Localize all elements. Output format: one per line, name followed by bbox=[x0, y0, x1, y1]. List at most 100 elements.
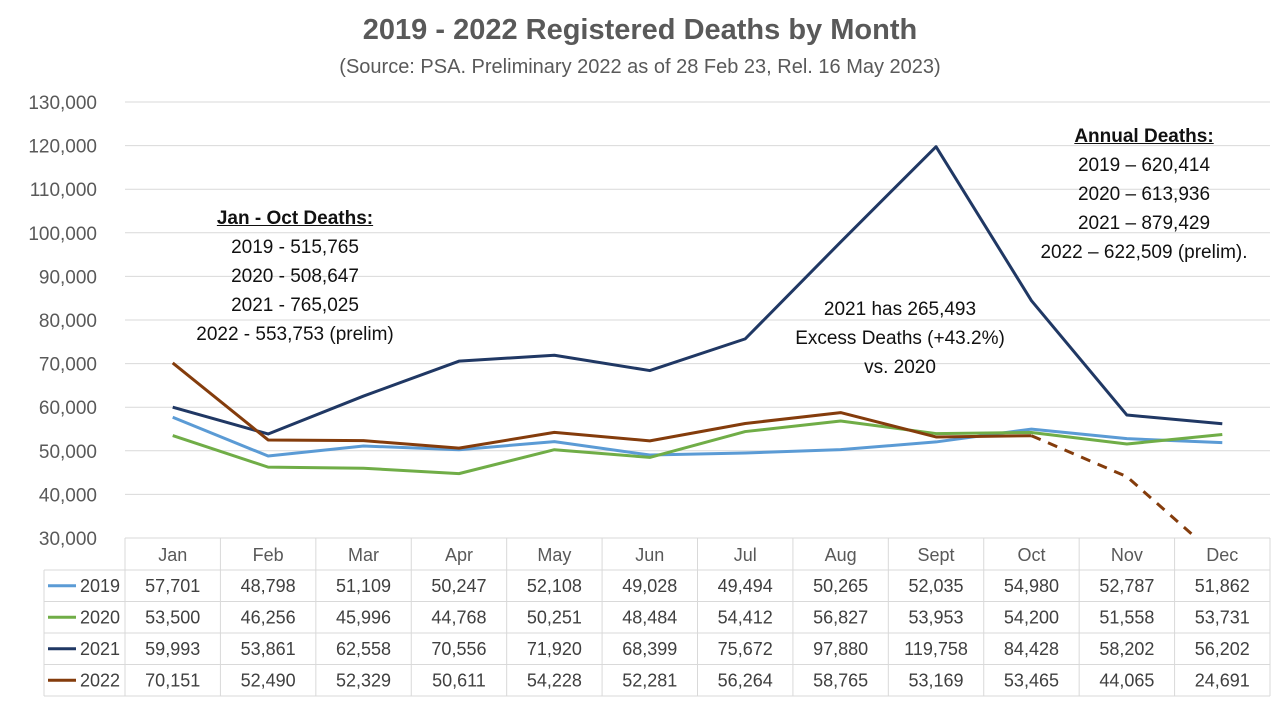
data-label: 52,490 bbox=[241, 670, 296, 690]
data-label: 53,500 bbox=[145, 607, 200, 627]
data-label: 56,264 bbox=[718, 670, 773, 690]
data-label: 44,768 bbox=[431, 607, 486, 627]
data-label: 53,953 bbox=[909, 607, 964, 627]
data-label: 57,701 bbox=[145, 576, 200, 596]
annual-line: 2021 – 879,429 bbox=[1077, 213, 1211, 234]
x-tick-label: Jul bbox=[734, 545, 757, 565]
x-tick-label: Feb bbox=[253, 545, 284, 565]
data-label: 49,028 bbox=[622, 576, 677, 596]
data-label: 54,228 bbox=[527, 670, 582, 690]
data-label: 49,494 bbox=[718, 576, 773, 596]
data-label: 54,412 bbox=[718, 607, 773, 627]
y-tick-label: 90,000 bbox=[39, 267, 97, 288]
x-tick-label: Jan bbox=[158, 545, 187, 565]
y-tick-label: 70,000 bbox=[39, 355, 97, 376]
series-name: 2020 bbox=[80, 607, 120, 627]
x-tick-label: Aug bbox=[825, 545, 857, 565]
y-tick-label: 100,000 bbox=[28, 224, 97, 245]
chart-subtitle: (Source: PSA. Preliminary 2022 as of 28 … bbox=[339, 56, 941, 78]
jan-oct-line: 2020 - 508,647 bbox=[231, 266, 359, 287]
x-tick-label: Apr bbox=[445, 545, 473, 565]
series-name: 2019 bbox=[80, 576, 120, 596]
data-label: 53,731 bbox=[1195, 607, 1250, 627]
data-label: 53,465 bbox=[1004, 670, 1059, 690]
data-label: 52,329 bbox=[336, 670, 391, 690]
data-label: 84,428 bbox=[1004, 639, 1059, 659]
data-label: 52,108 bbox=[527, 576, 582, 596]
annual-line: 2022 – 622,509 (prelim). bbox=[1040, 242, 1248, 263]
data-label: 52,035 bbox=[909, 576, 964, 596]
chart-title: 2019 - 2022 Registered Deaths by Month bbox=[362, 14, 918, 46]
jan-oct-heading: Jan - Oct Deaths: bbox=[216, 208, 374, 229]
data-label: 52,281 bbox=[622, 670, 677, 690]
x-tick-label: Nov bbox=[1111, 545, 1143, 565]
data-label: 56,827 bbox=[813, 607, 868, 627]
series-line-dashed bbox=[1030, 434, 1199, 538]
data-label: 58,202 bbox=[1099, 639, 1154, 659]
data-label: 45,996 bbox=[336, 607, 391, 627]
series-name: 2022 bbox=[80, 670, 120, 690]
data-label: 52,787 bbox=[1099, 576, 1154, 596]
y-tick-label: 130,000 bbox=[28, 93, 97, 114]
data-label: 62,558 bbox=[336, 639, 391, 659]
data-label: 70,556 bbox=[431, 639, 486, 659]
jan-oct-line: 2021 - 765,025 bbox=[231, 295, 359, 316]
data-label: 46,256 bbox=[241, 607, 296, 627]
data-label: 75,672 bbox=[718, 639, 773, 659]
data-label: 54,980 bbox=[1004, 576, 1059, 596]
data-label: 51,109 bbox=[336, 576, 391, 596]
data-label: 24,691 bbox=[1195, 670, 1250, 690]
data-label: 51,558 bbox=[1099, 607, 1154, 627]
data-label: 48,484 bbox=[622, 607, 677, 627]
data-label: 68,399 bbox=[622, 639, 677, 659]
y-tick-label: 60,000 bbox=[39, 398, 97, 419]
data-label: 44,065 bbox=[1099, 670, 1154, 690]
data-label: 50,251 bbox=[527, 607, 582, 627]
y-tick-label: 120,000 bbox=[28, 137, 97, 158]
y-tick-label: 40,000 bbox=[39, 485, 97, 506]
annual-line: 2019 – 620,414 bbox=[1077, 155, 1211, 176]
annual-heading: Annual Deaths: bbox=[1074, 126, 1214, 147]
x-tick-label: Dec bbox=[1206, 545, 1238, 565]
data-label: 50,265 bbox=[813, 576, 868, 596]
data-label: 58,765 bbox=[813, 670, 868, 690]
excess-line: vs. 2020 bbox=[864, 357, 936, 378]
data-label: 50,247 bbox=[431, 576, 486, 596]
y-tick-label: 110,000 bbox=[30, 180, 97, 201]
data-label: 56,202 bbox=[1195, 639, 1250, 659]
series-line bbox=[172, 415, 1223, 458]
annual-annotation: Annual Deaths: 2019 – 620,414 2020 – 613… bbox=[1012, 122, 1276, 267]
jan-oct-annotation: Jan - Oct Deaths: 2019 - 515,765 2020 - … bbox=[160, 204, 430, 349]
x-tick-label: Jun bbox=[635, 545, 664, 565]
x-tick-label: Oct bbox=[1017, 545, 1045, 565]
excess-line: Excess Deaths (+43.2%) bbox=[795, 328, 1005, 349]
jan-oct-line: 2022 - 553,753 (prelim) bbox=[196, 324, 394, 345]
data-label: 119,758 bbox=[904, 639, 968, 659]
data-label: 70,151 bbox=[145, 670, 200, 690]
data-label: 59,993 bbox=[145, 639, 200, 659]
data-label: 53,861 bbox=[241, 639, 296, 659]
data-label: 97,880 bbox=[813, 639, 868, 659]
x-tick-label: Sept bbox=[918, 545, 955, 565]
annual-line: 2020 – 613,936 bbox=[1077, 184, 1211, 205]
x-tick-label: Mar bbox=[348, 545, 379, 565]
series-line bbox=[172, 145, 1223, 436]
data-label: 50,611 bbox=[432, 670, 486, 690]
data-label: 53,169 bbox=[909, 670, 964, 690]
jan-oct-line: 2019 - 515,765 bbox=[231, 237, 359, 258]
data-label: 54,200 bbox=[1004, 607, 1059, 627]
excess-line: 2021 has 265,493 bbox=[823, 299, 977, 320]
series-line bbox=[171, 361, 1032, 450]
data-label: 71,920 bbox=[527, 639, 582, 659]
y-tick-label: 30,000 bbox=[39, 529, 97, 550]
y-tick-label: 80,000 bbox=[39, 311, 97, 332]
excess-annotation: 2021 has 265,493 Excess Deaths (+43.2%) … bbox=[770, 295, 1030, 382]
series-line bbox=[172, 419, 1223, 476]
series-name: 2021 bbox=[80, 639, 120, 659]
data-label: 51,862 bbox=[1195, 576, 1250, 596]
data-label: 48,798 bbox=[241, 576, 296, 596]
y-tick-label: 50,000 bbox=[39, 442, 97, 463]
x-tick-label: May bbox=[537, 545, 571, 565]
